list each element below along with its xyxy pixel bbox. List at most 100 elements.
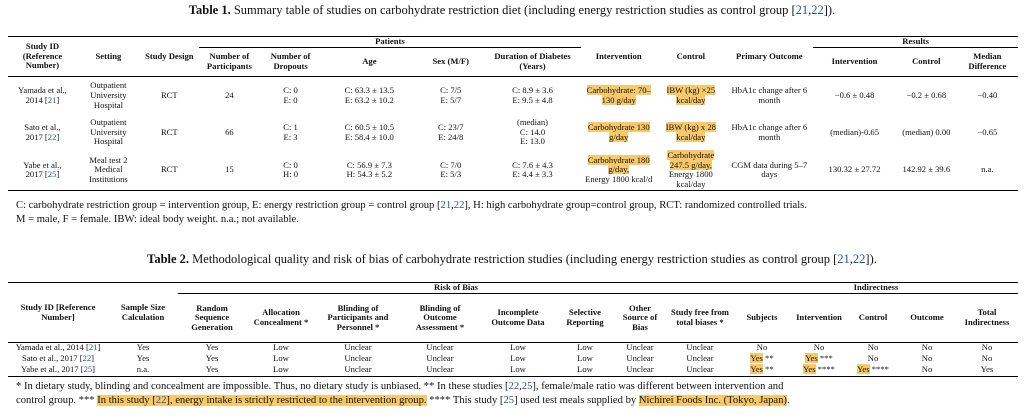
blind-p-cell: Unclear [344,353,372,364]
primary-outcome-cell: CGM data during 5–7 days [731,159,808,180]
th-setting: Setting [95,50,122,61]
free-cell: Unclear [686,353,714,364]
res-intervention-cell: (median)-0.65 [830,126,879,137]
control-cell: Carbohydrate 247.5 g/day, Energy 1800 kca… [667,150,715,189]
res-intervention-cell: 130.32 ± 27.72 [828,164,881,175]
control-cell: No [867,353,879,364]
table1-footnote: C: carbohydrate restriction group = inte… [16,200,807,225]
duration-cell: C: 7.6 ± 4.3 E: 4.4 ± 3.3 [512,159,553,180]
outcome-cell: No [921,342,933,353]
participants-cell: 66 [225,126,234,137]
blind-p-cell: Unclear [344,364,372,375]
primary-outcome-cell: HbA1c change after 6 month [731,85,808,105]
table2-caption: Table 2. Methodological quality and risk… [147,252,877,266]
table-row: Yamada et al., 2014 [21] Yes Yes Low Unc… [8,343,1018,354]
selective-cell: Low [577,342,593,353]
ref-link[interactable]: 25 [503,394,515,406]
th-total-indirectness: Total Indirectness [964,307,1010,327]
ref-link[interactable]: 22 [852,252,866,266]
th-allocation: Allocation Concealment * [253,307,309,327]
th-results: Results [813,36,1018,48]
table2-label: Table 2. [147,252,190,266]
ref-link[interactable]: 22 [155,394,167,406]
ref-link[interactable]: 21 [440,200,452,211]
res-median-cell: n.a. [981,164,994,175]
blind-o-cell: Unclear [426,353,454,364]
intervention-cell: No [813,342,825,353]
highlight: Carbohydrate 130 g/day [587,121,650,142]
ref-link[interactable]: 25 [83,364,93,375]
res-median-cell: −0.40 [977,89,998,100]
ref-link[interactable]: 21 [88,342,98,353]
table-row: Yamada et al., 2014 [21] Outpatient Unive… [8,77,1018,115]
participants-cell: 24 [225,89,234,100]
highlight: Yes [750,364,763,375]
ref-link[interactable]: 22 [47,131,57,142]
age-cell: C: 63.3 ± 13.5 E: 63.2 ± 10.2 [344,85,395,105]
free-cell: Unclear [686,364,714,375]
sample-cell: Yes [136,342,150,353]
alloc-cell: Low [273,342,289,353]
subjects-cell: Yes ** [750,353,774,364]
study-id-cell: Yabe et al., 2017 [25] [20,364,96,375]
design-cell: RCT [160,126,178,137]
dropouts-cell: C: 0 H: 0 [283,159,299,180]
table2-footnote: * In dietary study, blinding and conceal… [16,381,790,406]
res-median-cell: −0.65 [977,126,998,137]
other-cell: Unclear [626,342,654,353]
incomplete-cell: Low [510,364,526,375]
intervention-cell: Carbohydrate 130 g/day [581,115,656,151]
highlight: IBW (kg) x 28 kcal/day [665,121,716,142]
th-duration: Duration of Diabetes (Years) [494,51,571,71]
ref-link[interactable]: 25 [47,169,57,180]
th-res-control: Control [912,56,941,67]
other-cell: Unclear [626,364,654,375]
design-cell: RCT [160,89,178,100]
th-indirectness: Indirectness [734,282,1018,294]
th-intervention: Intervention [595,50,642,61]
th-res-median: Median Difference [968,51,1007,71]
th-incomplete: Incomplete Outcome Data [491,307,545,327]
intervention-cell: Carbohydrate 180 g/day, Energy 1800 kcal/… [585,154,653,185]
highlight: In this study [22], energy intake is str… [97,394,427,406]
ref-link[interactable]: 21 [47,94,57,105]
table-row: Sato et al., 2017 [22] Outpatient Univers… [8,115,1018,151]
rsg-cell: Yes [205,342,219,353]
th-blinding-outcome: Blinding of Outcome Assessment * [415,302,465,332]
highlight: Carbohydrate: 70–130 g/day [586,85,651,105]
total-cell: No [981,342,993,353]
intervention-cell: Yes **** [803,364,835,375]
ref-link[interactable]: 21 [795,3,809,17]
rsg-cell: Yes [205,353,219,364]
th-subjects: Subjects [746,312,778,323]
highlight: Nichirei Foods Inc. (Tokyo, Japan) [638,394,787,406]
th-blinding-participants: Blinding of Participants and Personnel * [327,302,389,332]
sample-cell: Yes [136,353,150,364]
total-cell: No [981,353,993,364]
ref-link[interactable]: 22 [508,381,520,392]
control-cell: Yes **** [857,364,889,375]
highlight: Yes [805,353,818,364]
th-outcome: Outcome [910,312,944,323]
age-cell: C: 60.5 ± 10.5 E: 58.4 ± 10.0 [344,121,395,142]
th-intervention: Intervention [796,312,842,323]
dropouts-cell: C: 0 E: 0 [283,85,298,105]
ref-link[interactable]: 22 [453,200,465,211]
th-primary-outcome: Primary Outcome [736,50,803,61]
study-id-cell: Sato et al., 2017 [22] [21,353,95,364]
ref-link[interactable]: 22 [82,353,92,364]
th-bias-free: Study free from total biases * [671,307,729,327]
ref-link[interactable]: 21 [837,252,850,266]
th-res-intervention: Intervention [831,56,878,67]
study-id-cell: Yamada et al., 2014 [21] [18,85,67,105]
control-cell: No [867,342,879,353]
selective-cell: Low [577,353,593,364]
ref-link[interactable]: 25 [521,381,533,392]
blind-p-cell: Unclear [344,342,372,353]
incomplete-cell: Low [510,353,526,364]
incomplete-cell: Low [510,342,526,353]
table-row: Yabe et al., 2017 [25] n.a. Yes Low Uncl… [8,364,1018,377]
table-row: Yabe et al., 2017 [25] Meal test 2 Medica… [8,150,1018,191]
th-random-sequence: Random Sequence Generation [191,302,233,332]
ref-link[interactable]: 22 [811,3,824,17]
